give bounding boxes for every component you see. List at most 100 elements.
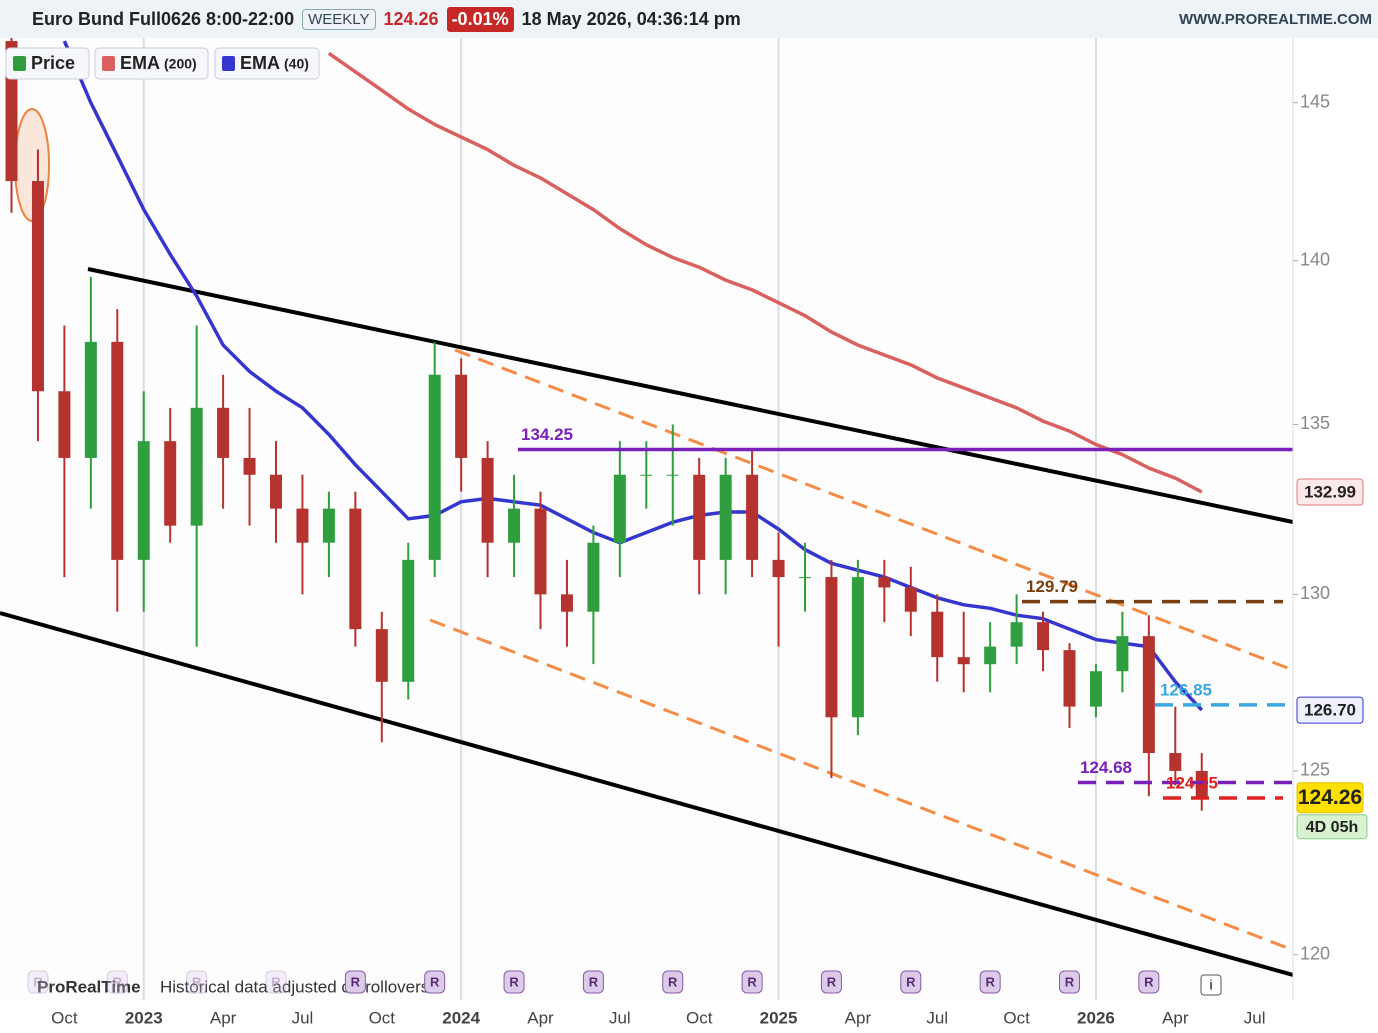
x-tick-label: Apr	[527, 1008, 554, 1027]
legend-item[interactable]	[214, 47, 320, 80]
rollover-marker[interactable]	[1138, 970, 1160, 994]
countdown-bg	[1296, 814, 1368, 840]
candle-body	[613, 474, 626, 543]
price-badge	[1296, 478, 1364, 506]
rollover-marker[interactable]	[979, 970, 1001, 994]
rollover-label[interactable]: R	[1065, 974, 1075, 989]
y-tick-label: 125	[1300, 760, 1330, 780]
timestamp: 18 May 2026, 04:36:14 pm	[521, 8, 741, 29]
rollover-label[interactable]: R	[509, 974, 519, 989]
y-tick-label: 120	[1300, 944, 1330, 964]
candle-body	[984, 646, 997, 665]
rollover-label[interactable]: R	[1144, 974, 1154, 989]
rollover-marker[interactable]	[820, 970, 842, 994]
info-button[interactable]	[1200, 974, 1222, 996]
price-badge	[1296, 696, 1364, 724]
legend-swatch[interactable]	[222, 56, 235, 71]
x-tick-label: Apr	[1162, 1008, 1189, 1027]
rollover-label[interactable]: R	[192, 974, 202, 989]
candle-body	[349, 508, 362, 630]
price-badge-label: 126.70	[1304, 701, 1356, 720]
candle-body	[772, 559, 785, 578]
candle-body	[931, 611, 944, 658]
legend-swatch[interactable]	[102, 56, 115, 71]
x-tick-label: Oct	[51, 1008, 78, 1027]
site[interactable]: WWW.PROREALTIME.COM	[1178, 10, 1372, 28]
legend-label[interactable]: EMA	[240, 53, 280, 73]
x-tick-label: 2025	[760, 1008, 798, 1027]
rollover-marker[interactable]	[582, 970, 604, 994]
last-price: 124.26	[383, 8, 439, 29]
header: Euro Bund Full0626 8:00-22:00 WEEKLY 124…	[0, 0, 1378, 38]
y-tick-label: 135	[1300, 413, 1330, 433]
rollover-marker[interactable]	[900, 970, 922, 994]
level-label: 129.79	[1026, 577, 1078, 596]
candle-body	[322, 508, 335, 543]
candle-body	[1037, 622, 1050, 651]
rollover-label[interactable]: R	[985, 974, 995, 989]
ema-line	[327, 51, 1203, 494]
rollover-label[interactable]: R	[827, 974, 837, 989]
level-label: 126.85	[1160, 680, 1212, 699]
legend-label[interactable]: EMA	[120, 53, 160, 73]
rollover-label[interactable]: R	[747, 974, 757, 989]
rollover-label[interactable]: R	[113, 974, 123, 989]
y-tick-label: 140	[1300, 249, 1330, 269]
rollover-marker[interactable]	[186, 970, 208, 994]
x-tick-label: Apr	[845, 1008, 872, 1027]
candle-body	[560, 594, 573, 612]
x-tick-label: Jul	[609, 1008, 631, 1027]
candle-body	[904, 587, 917, 612]
legend-item[interactable]	[5, 47, 90, 80]
rollover-marker[interactable]	[741, 970, 763, 994]
rollover-label[interactable]: R	[589, 974, 599, 989]
candle-body	[402, 559, 415, 682]
candle-body	[1116, 636, 1129, 672]
candle-body	[508, 508, 521, 543]
instrument[interactable]: Euro Bund Full0626 8:00-22:00	[32, 8, 295, 29]
rollover-label[interactable]: R	[351, 974, 361, 989]
candle-body	[217, 407, 230, 458]
candle-body	[164, 441, 177, 526]
x-tick-label: Oct	[686, 1008, 713, 1027]
x-tick-label: Jul	[292, 1008, 314, 1027]
x-tick-label: 2023	[125, 1008, 163, 1027]
candle-body	[666, 474, 679, 476]
legend-label[interactable]: Price	[31, 53, 75, 73]
candle-body	[111, 341, 124, 560]
change: -0.01%	[446, 6, 514, 32]
candle-body	[243, 457, 256, 475]
drawings	[0, 108, 1293, 977]
info-label[interactable]: i	[1209, 977, 1212, 993]
rollover-marker[interactable]	[503, 970, 525, 994]
rollover-label[interactable]: R	[271, 974, 281, 989]
rollover-label[interactable]: R	[668, 974, 678, 989]
ema-line	[62, 40, 1204, 712]
candle-body	[693, 474, 706, 560]
rollover-marker[interactable]	[106, 970, 128, 994]
timeframe[interactable]: WEEKLY	[302, 8, 376, 30]
y-tick-label: 130	[1300, 583, 1330, 603]
rollover-label[interactable]: R	[906, 974, 916, 989]
rollover-label[interactable]: R	[33, 974, 43, 989]
trend-line	[87, 267, 1293, 524]
legend-period[interactable]: (200)	[164, 56, 197, 72]
candle-body	[534, 508, 547, 595]
rollover-marker[interactable]	[424, 970, 446, 994]
rollover-marker[interactable]	[1059, 970, 1080, 994]
rollover-marker[interactable]	[265, 970, 287, 994]
legend-swatch[interactable]	[13, 56, 26, 71]
candle-body	[640, 474, 653, 476]
rollover-marker[interactable]	[662, 970, 684, 994]
x-tick-label: Oct	[369, 1008, 396, 1027]
candle-body	[455, 374, 468, 458]
legend-period[interactable]: (40)	[284, 56, 309, 72]
rollover-marker[interactable]	[27, 970, 49, 994]
legend-item[interactable]	[94, 47, 209, 80]
rollover-marker[interactable]	[344, 970, 366, 994]
candle-body	[270, 474, 282, 509]
rollover-label[interactable]: R	[430, 974, 440, 989]
price-badge	[1296, 782, 1364, 814]
